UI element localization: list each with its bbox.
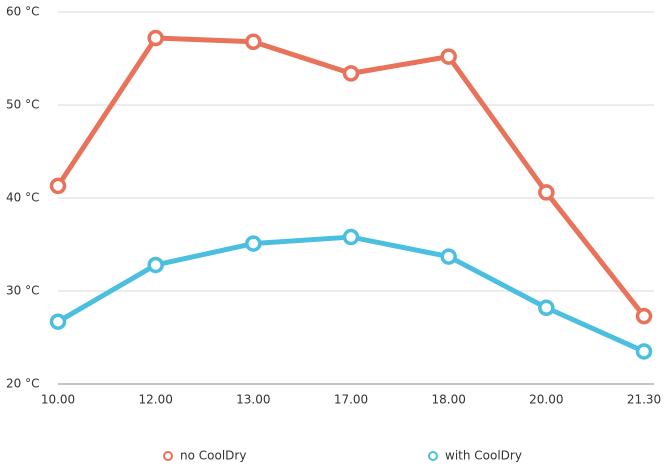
x-tick-label: 21.30 [627,393,661,407]
x-tick-label: 17.00 [334,393,368,407]
x-tick-label: 20.00 [529,393,563,407]
point-marker [49,313,67,330]
y-tick-label: 60 °C [6,5,39,19]
legend-label: no CoolDry [180,449,246,463]
series-line [56,234,646,354]
y-tick-label: 40 °C [6,191,39,205]
point-marker [245,33,262,51]
point-marker [635,307,653,325]
x-tick-label: 13.00 [236,393,270,407]
point-marker [147,256,164,274]
point-marker [49,177,67,195]
point-marker [147,29,164,47]
point-marker [342,65,360,82]
point-marker [342,228,360,246]
point-marker [440,248,457,265]
point-marker [538,299,555,316]
point-marker [538,184,555,201]
legend-label: with CoolDry [445,449,522,463]
point-marker [440,48,457,65]
x-tick-label: 10.00 [41,393,75,407]
legend-marker [428,451,438,461]
x-tick-label: 12.00 [138,393,172,407]
y-tick-label: 20 °C [6,377,39,391]
y-tick-label: 50 °C [6,98,39,112]
legend-marker [163,451,173,461]
point-marker [635,343,653,360]
x-tick-label: 18.00 [431,393,465,407]
y-tick-label: 30 °C [6,284,39,298]
point-marker [245,235,262,252]
